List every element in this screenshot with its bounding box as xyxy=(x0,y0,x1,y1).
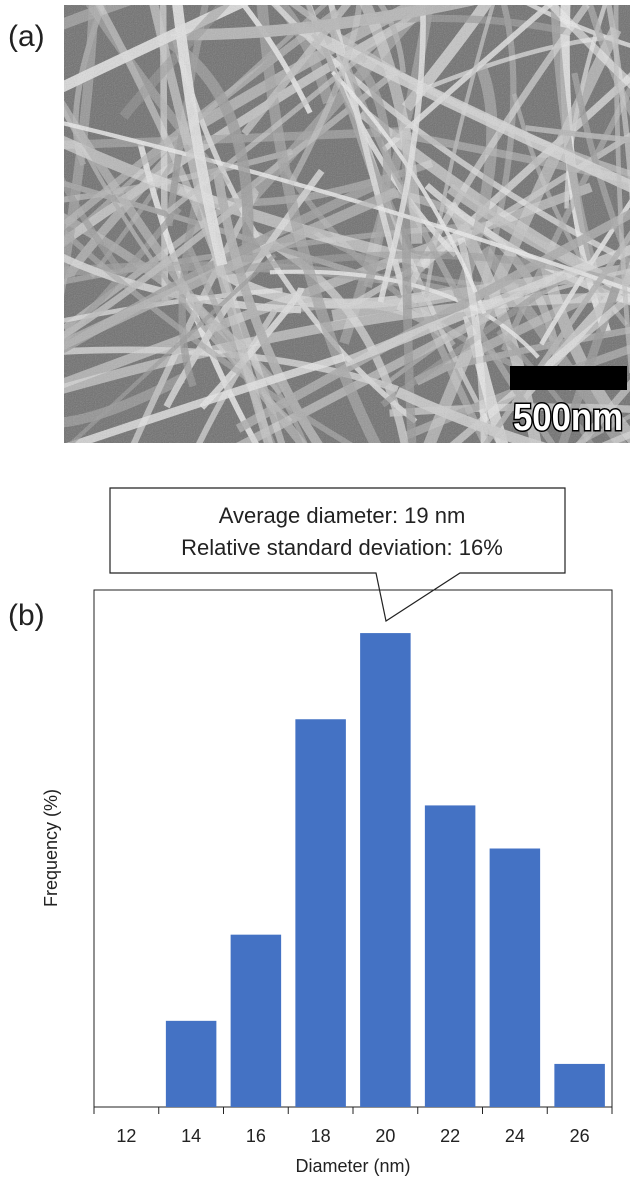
annotation: Average diameter: 19 nm xyxy=(219,503,466,528)
bar xyxy=(230,934,282,1107)
plot: 12 14 16 18 20 22 24 26 xyxy=(93,589,613,1146)
panel-label: (a) xyxy=(8,20,45,53)
x-tick-label: 24 xyxy=(505,1126,525,1146)
y-axis-label: Frequency (%) xyxy=(41,789,61,907)
bar xyxy=(165,1020,217,1107)
bar xyxy=(554,1063,605,1107)
callout xyxy=(109,487,566,622)
x-tick-label: 22 xyxy=(440,1126,460,1146)
x-tick-label: 18 xyxy=(311,1126,331,1146)
annotation: Relative standard deviation: 16% xyxy=(181,535,503,560)
bar xyxy=(295,719,346,1107)
x-tick-label: 14 xyxy=(181,1126,201,1146)
bar xyxy=(424,805,476,1107)
x-tick-label: 26 xyxy=(570,1126,590,1146)
x-tick-label: 12 xyxy=(116,1126,136,1146)
bar xyxy=(489,848,541,1107)
scale-bar xyxy=(510,366,627,390)
panel-label: (b) xyxy=(8,599,45,632)
bar xyxy=(360,633,411,1107)
x-tick-label: 16 xyxy=(246,1126,266,1146)
scale-bar-label: 500nm xyxy=(513,397,623,439)
x-tick-label: 20 xyxy=(375,1126,395,1146)
x-axis-label: Diameter (nm) xyxy=(295,1156,410,1176)
